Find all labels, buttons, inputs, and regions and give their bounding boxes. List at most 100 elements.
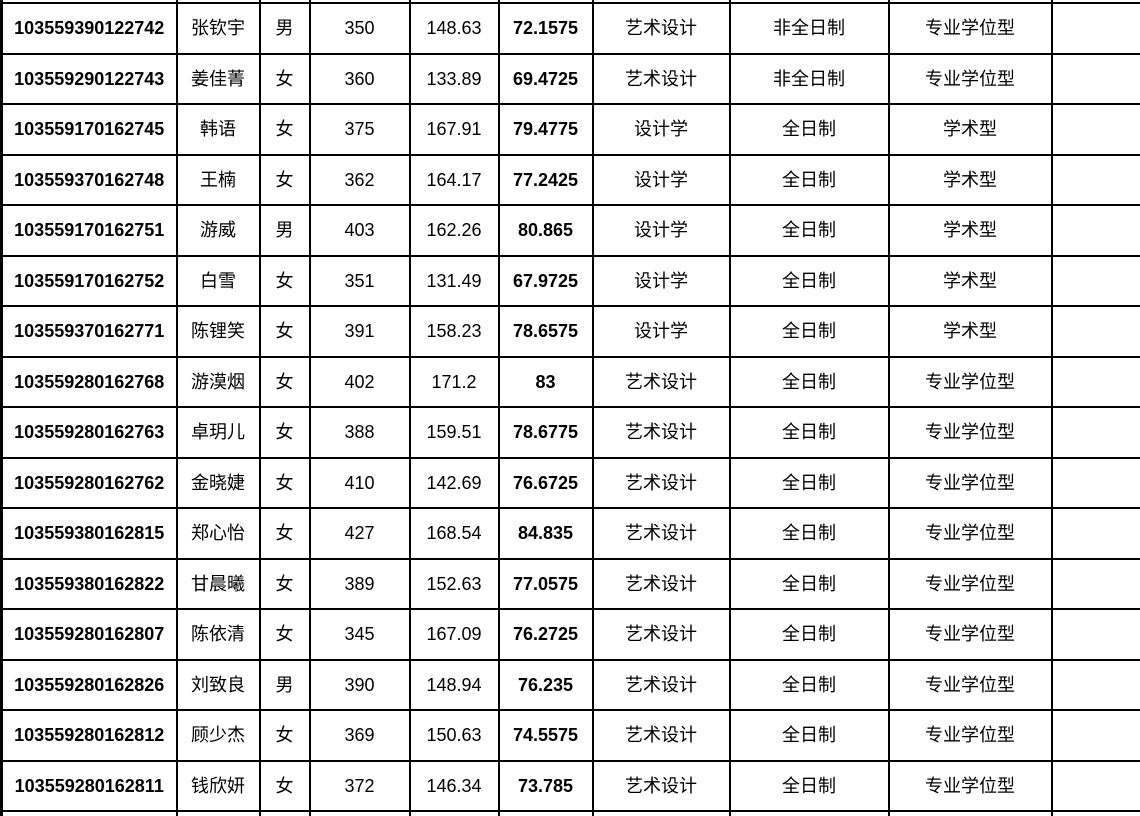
table-row: 103559280162763 卓玥儿女 388 159.51 78.6775 艺术设计全… — [0, 406, 1140, 459]
cell-name: 游漠烟 — [175, 355, 261, 408]
cell-gender: 女 — [258, 254, 311, 307]
cell-major: 艺术设计 — [591, 507, 731, 560]
cell-blank — [1050, 406, 1140, 459]
cell-id: 103559280162811 — [0, 759, 178, 812]
cell-name: 郑心怡 — [175, 507, 261, 560]
cell-gender: 女 — [258, 709, 311, 762]
cell-blank — [1050, 709, 1140, 762]
cell-gender: 女 — [258, 507, 311, 560]
cell-name: 白雪 — [175, 254, 261, 307]
cell-name: 顾少杰 — [175, 709, 261, 762]
cell-name: 陈依清 — [175, 608, 261, 661]
cell-id: 103559380162815 — [0, 507, 178, 560]
cell-degree — [887, 0, 1053, 4]
cell-blank — [1050, 355, 1140, 408]
cell-gender — [258, 0, 311, 4]
cell-score2: 146.34 — [408, 759, 500, 812]
cell-score1: 427 — [308, 507, 411, 560]
cell-major: 艺术设计 — [591, 52, 731, 105]
cell-major: 艺术设计 — [591, 557, 731, 610]
cell-name: 王楠 — [175, 153, 261, 206]
cell-weighted: 78.6775 — [497, 406, 594, 459]
cell-score1: 403 — [308, 204, 411, 257]
cell-score1: 390 — [308, 658, 411, 711]
cell-score1: 402 — [308, 355, 411, 408]
cell-id: 103559170162751 — [0, 204, 178, 257]
cell-score2: 148.94 — [408, 658, 500, 711]
cell-weighted: 77.0575 — [497, 557, 594, 610]
cell-weighted: 74.5575 — [497, 709, 594, 762]
cell-mode: 全日制 — [728, 759, 890, 812]
cell-degree: 专业学位型 — [887, 52, 1053, 105]
cell-major: 设计学 — [591, 153, 731, 206]
cell-id: 103559280162762 — [0, 456, 178, 509]
cell-mode — [728, 810, 890, 816]
cell-blank — [1050, 254, 1140, 307]
cell-gender: 女 — [258, 406, 311, 459]
cell-blank — [1050, 2, 1140, 55]
table-row: 103559370162748 王楠女 362 164.17 77.2425 设计学 全日制… — [0, 153, 1140, 206]
cell-degree: 专业学位型 — [887, 759, 1053, 812]
cell-blank — [1050, 759, 1140, 812]
cell-score2: 167.91 — [408, 103, 500, 156]
cell-name: 张钦宇 — [175, 2, 261, 55]
cell-gender: 女 — [258, 557, 311, 610]
cell-score2: 150.63 — [408, 709, 500, 762]
cell-degree: 专业学位型 — [887, 456, 1053, 509]
cell-blank — [1050, 305, 1140, 358]
cell-score2: 152.63 — [408, 557, 500, 610]
cell-mode: 全日制 — [728, 608, 890, 661]
cell-score1: 350 — [308, 2, 411, 55]
cell-gender: 女 — [258, 608, 311, 661]
cell-mode: 全日制 — [728, 709, 890, 762]
cell-id: 103559290122743 — [0, 52, 178, 105]
table-row: 103559370162771 陈锂笑女 391 158.23 78.6575 设计学 全日… — [0, 305, 1140, 358]
cell-weighted: 76.2725 — [497, 608, 594, 661]
cell-degree: 专业学位型 — [887, 608, 1053, 661]
cell-score2: 159.51 — [408, 406, 500, 459]
cell-score1: 391 — [308, 305, 411, 358]
partial-row-top — [0, 0, 1140, 4]
cell-gender: 男 — [258, 658, 311, 711]
cell-id: 103559280162763 — [0, 406, 178, 459]
cell-weighted: 76.235 — [497, 658, 594, 711]
cell-score1: 351 — [308, 254, 411, 307]
table-row: 103559280162811 钱欣妍女 372 146.34 73.785 艺术设计 全日… — [0, 759, 1140, 812]
cell-blank — [1050, 557, 1140, 610]
cell-name: 卓玥儿 — [175, 406, 261, 459]
cell-mode: 全日制 — [728, 254, 890, 307]
cell-mode: 全日制 — [728, 406, 890, 459]
cell-blank — [1050, 0, 1140, 4]
cell-mode: 全日制 — [728, 103, 890, 156]
cell-score2: 171.2 — [408, 355, 500, 408]
cell-gender: 女 — [258, 355, 311, 408]
cell-degree: 专业学位型 — [887, 406, 1053, 459]
cell-degree: 专业学位型 — [887, 507, 1053, 560]
cell-mode: 全日制 — [728, 557, 890, 610]
table-row: 103559290122743 姜佳菁女 360 133.89 69.4725 艺术设计非… — [0, 52, 1140, 105]
cell-weighted — [497, 810, 594, 816]
cell-major — [591, 810, 731, 816]
table-row: 103559280162812 顾少杰女 369 150.63 74.5575 艺术设计全… — [0, 709, 1140, 762]
cell-score1: 388 — [308, 406, 411, 459]
cell-degree: 专业学位型 — [887, 709, 1053, 762]
cell-weighted — [497, 0, 594, 4]
cell-score2: 158.23 — [408, 305, 500, 358]
cell-weighted: 77.2425 — [497, 153, 594, 206]
cell-name: 金晓婕 — [175, 456, 261, 509]
cell-degree: 学术型 — [887, 204, 1053, 257]
cell-gender: 男 — [258, 2, 311, 55]
cell-weighted: 73.785 — [497, 759, 594, 812]
cell-gender: 女 — [258, 305, 311, 358]
cell-id: 103559370162748 — [0, 153, 178, 206]
cell-blank — [1050, 153, 1140, 206]
cell-mode — [728, 0, 890, 4]
cell-major: 艺术设计 — [591, 355, 731, 408]
cell-weighted: 72.1575 — [497, 2, 594, 55]
cell-score2: 133.89 — [408, 52, 500, 105]
cell-blank — [1050, 507, 1140, 560]
cell-id — [0, 0, 178, 4]
cell-mode: 非全日制 — [728, 52, 890, 105]
